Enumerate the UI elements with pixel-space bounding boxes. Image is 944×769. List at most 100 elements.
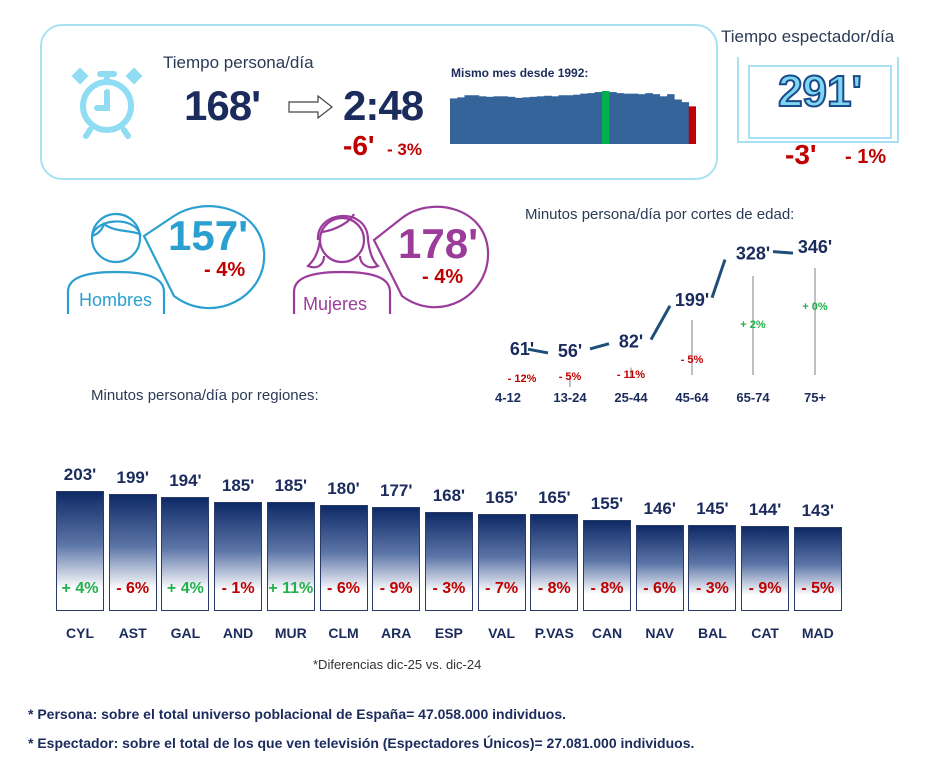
- history-bar-2010: [580, 93, 588, 144]
- history-bar-1999: [500, 96, 509, 144]
- history-bar-2020: [652, 94, 661, 144]
- age-line-segment: [589, 342, 610, 351]
- history-bar-1992: [450, 98, 458, 144]
- region-bar-P.VAS: [530, 513, 579, 611]
- history-bar-2009: [573, 94, 581, 144]
- espectador-title: Tiempo espectador/día: [721, 27, 895, 46]
- history-bar-2003: [529, 96, 538, 144]
- region-category-label: AND: [222, 625, 254, 641]
- age-category-label: 45-64: [675, 390, 709, 405]
- history-bar-2002: [522, 97, 530, 144]
- history-bar-2016: [623, 93, 632, 144]
- region-category-label: NAV: [645, 625, 674, 641]
- region-diff-label: + 11%: [268, 580, 314, 597]
- region-category-label: AST: [118, 625, 147, 641]
- region-bar-BAL: [688, 525, 737, 611]
- region-value-label: 146': [643, 498, 676, 518]
- history-bar-2007: [558, 95, 567, 144]
- age-value-label: 328': [736, 244, 770, 264]
- espectador-minutes: 291': [777, 66, 863, 117]
- region-category-label: P.VAS: [534, 625, 574, 641]
- regions-chart-title: Minutos persona/día por regiones:: [91, 387, 319, 404]
- age-diff-label: - 11%: [617, 369, 645, 381]
- persona-panel: [40, 24, 718, 180]
- age-chart: 61' - 12% 4-12 56' - 5% 13-24 82' - 11% 25-44 199…: [495, 237, 832, 405]
- persona-diff-minutes: -6': [343, 130, 375, 161]
- region-diff-label: - 7%: [485, 580, 519, 597]
- history-bar-1998: [493, 96, 501, 144]
- region-category-label: MUR: [274, 625, 307, 641]
- region-category-label: CYL: [66, 625, 94, 641]
- history-bar-2005: [544, 95, 552, 144]
- region-value-label: 143': [801, 500, 834, 520]
- age-diff-label: - 12%: [508, 373, 537, 385]
- region-bar-CAT: [741, 526, 790, 611]
- age-category-label: 4-12: [495, 390, 521, 405]
- region-value-label: 203': [63, 465, 97, 485]
- history-bar-2008: [565, 95, 574, 144]
- history-bar-2019: [645, 93, 653, 144]
- history-bar-2004: [536, 96, 545, 144]
- age-line-segment: [710, 259, 727, 299]
- age-line-segment: [527, 347, 549, 355]
- history-bar-2024: [681, 102, 690, 144]
- region-category-label: VAL: [488, 625, 516, 641]
- history-bar-1993: [457, 97, 465, 144]
- region-category-label: ESP: [434, 625, 463, 641]
- history-bar-2014: [609, 92, 617, 144]
- age-category-label: 65-74: [736, 390, 770, 405]
- alarm-clock-icon: [71, 67, 143, 139]
- footnote-espectador: * Espectador: sobre el total de los que …: [28, 735, 695, 751]
- age-diff-label: - 5%: [681, 354, 704, 366]
- persona-minutes: 168': [184, 82, 261, 129]
- age-chart-title: Minutos persona/día por cortes de edad:: [525, 206, 795, 223]
- age-value-label: 199': [675, 290, 709, 310]
- history-bar-2006: [551, 96, 559, 144]
- history-bar-1996: [478, 96, 487, 144]
- region-diff-label: - 6%: [116, 580, 150, 597]
- region-value-label: 144': [748, 500, 782, 520]
- age-line-segment: [772, 250, 794, 255]
- region-diff-label: - 3%: [432, 580, 466, 597]
- history-bar-2018: [638, 94, 646, 144]
- region-bar-CYL: [56, 491, 104, 611]
- region-value-label: 155': [590, 493, 624, 513]
- espectador-frame: [737, 57, 899, 143]
- region-bar-CLM: [319, 504, 368, 611]
- history-chart-title: Mismo mes desde 1992:: [451, 66, 589, 80]
- age-diff-label: + 0%: [802, 301, 828, 313]
- region-value-label: 177': [379, 480, 413, 500]
- persona-title: Tiempo persona/día: [163, 53, 314, 72]
- region-value-label: 165': [538, 487, 571, 507]
- history-bar-2025: [688, 106, 696, 144]
- regions-chart: 203' + 4% CYL 199' - 6% AST 194' + 4% GAL 185' - 1…: [0, 440, 944, 650]
- history-bar-2023: [674, 99, 682, 144]
- persona-diff-pct: - 3%: [387, 140, 422, 159]
- region-diff-label: - 3%: [695, 580, 729, 597]
- history-bar-1995: [471, 95, 480, 144]
- region-bar-MUR: [266, 501, 315, 611]
- age-diff-label: - 5%: [559, 371, 582, 383]
- men-minutes: 157': [168, 212, 249, 259]
- man-icon: [66, 205, 266, 314]
- region-diff-label: - 8%: [590, 580, 624, 597]
- espectador-box: [748, 65, 892, 139]
- region-diff-label: - 6%: [327, 580, 360, 597]
- region-category-label: CLM: [328, 625, 359, 641]
- region-value-label: 185': [274, 475, 307, 495]
- region-diff-label: - 5%: [801, 580, 835, 597]
- age-value-label: 61': [510, 339, 534, 359]
- history-bar-2021: [659, 96, 668, 144]
- history-bar-1994: [464, 95, 473, 144]
- history-bar-2022: [667, 94, 675, 144]
- age-category-label: 13-24: [553, 390, 587, 405]
- regions-note: *Diferencias dic-25 vs. dic-24: [313, 657, 482, 672]
- region-diff-label: - 6%: [643, 580, 677, 597]
- woman-icon: [292, 205, 490, 314]
- age-value-label: 346': [798, 237, 832, 257]
- espectador-diff-minutes: -3': [785, 139, 817, 170]
- region-bar-VAL: [477, 513, 526, 611]
- region-bar-AST: [108, 493, 157, 611]
- women-minutes: 178': [398, 220, 479, 267]
